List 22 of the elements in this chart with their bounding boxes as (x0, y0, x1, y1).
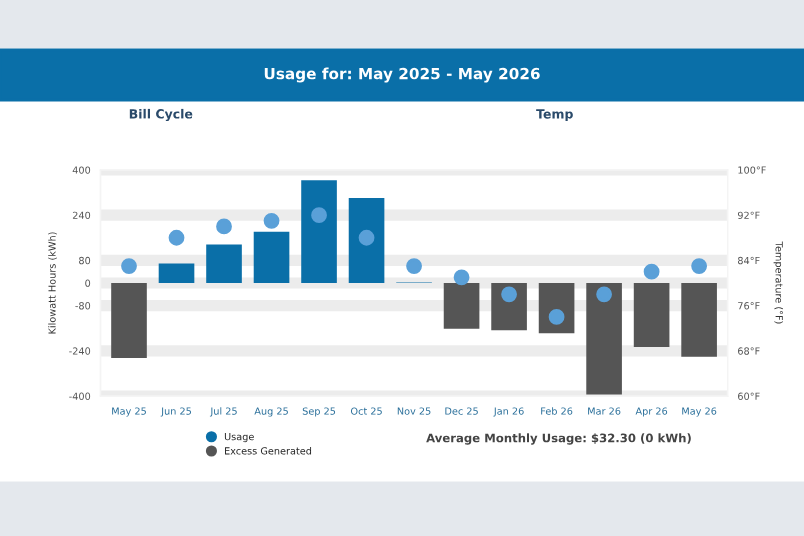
bar (586, 283, 622, 395)
point (643, 263, 660, 280)
point (406, 258, 422, 274)
bar (301, 180, 337, 284)
point (263, 212, 280, 229)
point (216, 218, 232, 235)
point (358, 229, 375, 246)
point (501, 286, 517, 303)
bar (158, 263, 195, 284)
point (121, 258, 137, 274)
bar (443, 283, 480, 329)
point (691, 258, 708, 274)
bar (633, 283, 670, 347)
bar (681, 283, 717, 357)
point (311, 207, 327, 224)
point (596, 286, 612, 303)
bar (253, 231, 290, 284)
bar (206, 244, 242, 284)
bar (348, 197, 385, 284)
bar (111, 283, 147, 358)
point (168, 229, 185, 246)
point (453, 269, 470, 286)
